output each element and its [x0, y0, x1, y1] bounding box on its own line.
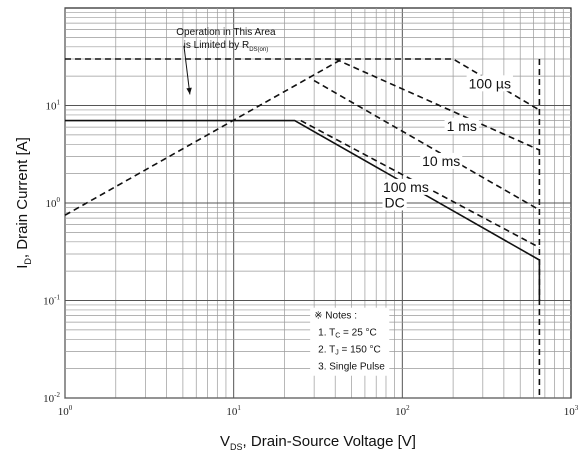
y-tick-label: 101 [46, 99, 61, 113]
curve-label-background [466, 75, 513, 92]
y-tick-base: 10 [46, 198, 58, 210]
x-tick-label: 102 [395, 404, 410, 418]
note-1-prefix: 1. T [318, 328, 335, 339]
x-axis-title-sub: DS [230, 442, 243, 452]
x-tick-label: 103 [564, 404, 579, 418]
y-tick-label: 100 [46, 196, 61, 210]
note-1-sub: C [335, 333, 340, 340]
annotation-arrowhead [186, 87, 192, 95]
curve-100-us [65, 58, 540, 111]
x-tick-base: 10 [226, 406, 238, 418]
curve-label-background [380, 178, 431, 195]
x-tick-exponent: 2 [406, 404, 410, 412]
curve-1-ms [334, 58, 540, 151]
curve-label-background [444, 117, 479, 134]
y-tick-exponent: -1 [54, 294, 60, 302]
annotation-line2: is Limited by RDS(on) [184, 40, 269, 53]
y-tick-label: 10-1 [43, 294, 60, 308]
x-tick-exponent: 0 [69, 404, 73, 412]
note-2: 2. TJ = 150 °C [318, 345, 381, 357]
annotation-line2-main: is Limited by R [184, 40, 250, 51]
notes-background [310, 307, 390, 376]
annotation-arrow [183, 45, 191, 95]
x-axis-title-main: V [220, 433, 230, 450]
curve-label: DC [384, 194, 404, 210]
y-tick-exponent: 1 [57, 99, 61, 107]
x-tick-exponent: 1 [237, 404, 241, 412]
y-axis-title: ID, Drain Current [A] [14, 137, 33, 269]
curve-label: 10 ms [422, 153, 460, 169]
x-tick-base: 10 [564, 406, 576, 418]
y-axis-title-sub: D [23, 258, 33, 265]
notes-box: ※ Notes : 1. TC = 25 °C 2. TJ = 150 °C 3… [310, 307, 390, 376]
note-3: 3. Single Pulse [318, 362, 385, 373]
curve-10-ms [313, 79, 540, 211]
note-1-value: = 25 °C [340, 328, 377, 339]
notes-title: ※ Notes : [314, 311, 357, 322]
x-axis-title-rest: , Drain-Source Voltage [V] [243, 433, 416, 450]
curve-boundary-5 [64, 58, 343, 216]
y-tick-label: 10-2 [43, 391, 60, 405]
curve-label: 100 ms [383, 179, 429, 195]
curve-label: 100 µs [469, 75, 511, 91]
y-tick-exponent: 0 [57, 196, 61, 204]
annotation-line1: Operation in This Area [176, 27, 276, 38]
x-tick-base: 10 [58, 406, 70, 418]
y-tick-base: 10 [46, 101, 58, 113]
x-axis-title: VDS, Drain-Source Voltage [V] [220, 433, 416, 452]
x-tick-exponent: 3 [575, 404, 579, 412]
annotation-line2-sub: DS(on) [249, 47, 268, 53]
note-2-sub: J [335, 350, 339, 357]
curve-label: 1 ms [447, 118, 477, 134]
note-1: 1. TC = 25 °C [318, 328, 377, 340]
x-tick-label: 100 [58, 404, 73, 418]
note-2-value: = 150 °C [339, 345, 381, 356]
curve-label-background [382, 194, 407, 211]
y-axis-title-rest: , Drain Current [A] [14, 137, 31, 258]
x-tick-label: 101 [226, 404, 241, 418]
x-tick-base: 10 [395, 406, 407, 418]
y-tick-base: 10 [43, 296, 55, 308]
curve-label-background [420, 152, 463, 169]
y-tick-exponent: -2 [54, 391, 60, 399]
limit-annotation: Operation in This Area is Limited by RDS… [176, 27, 276, 95]
y-axis-title-main: I [14, 265, 31, 269]
y-tick-base: 10 [43, 393, 55, 405]
note-2-prefix: 2. T [318, 345, 335, 356]
